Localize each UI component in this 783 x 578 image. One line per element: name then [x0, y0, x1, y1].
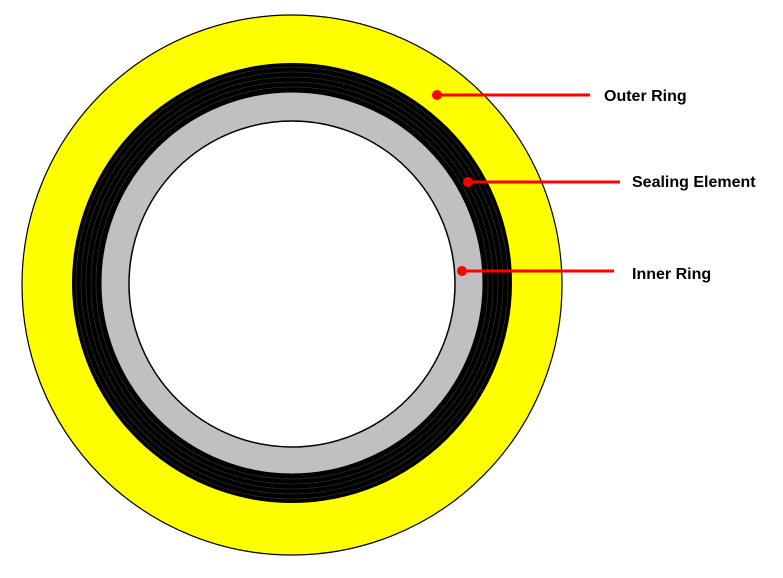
- label-inner-ring: Inner Ring: [632, 266, 711, 283]
- winding-line: [80, 71, 504, 495]
- callout-sealing-element: Sealing Element: [463, 174, 756, 191]
- leader-dot-outer-ring: [432, 90, 442, 100]
- leader-dot-sealing-element: [463, 177, 473, 187]
- label-sealing-element: Sealing Element: [632, 174, 756, 191]
- winding-line: [75, 66, 509, 500]
- spiral-windings: [75, 66, 509, 500]
- callout-inner-ring: Inner Ring: [457, 266, 711, 283]
- label-outer-ring: Outer Ring: [604, 88, 687, 105]
- callout-outer-ring: Outer Ring: [432, 88, 687, 105]
- winding-line: [90, 81, 494, 485]
- bore-opening: [128, 120, 456, 448]
- winding-line: [85, 76, 499, 490]
- winding-line: [95, 86, 489, 480]
- leader-dot-inner-ring: [457, 266, 467, 276]
